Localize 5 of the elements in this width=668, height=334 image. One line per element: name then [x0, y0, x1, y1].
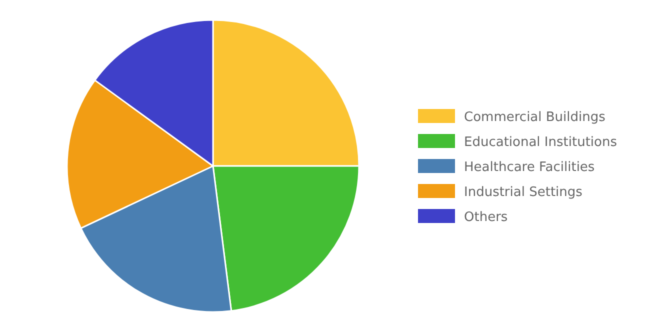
- legend-label: Commercial Buildings: [464, 110, 606, 125]
- legend-label: Others: [464, 210, 508, 225]
- legend-label: Educational Institutions: [464, 135, 618, 150]
- legend-label: Healthcare Facilities: [464, 160, 595, 175]
- legend-label: Industrial Settings: [464, 185, 583, 200]
